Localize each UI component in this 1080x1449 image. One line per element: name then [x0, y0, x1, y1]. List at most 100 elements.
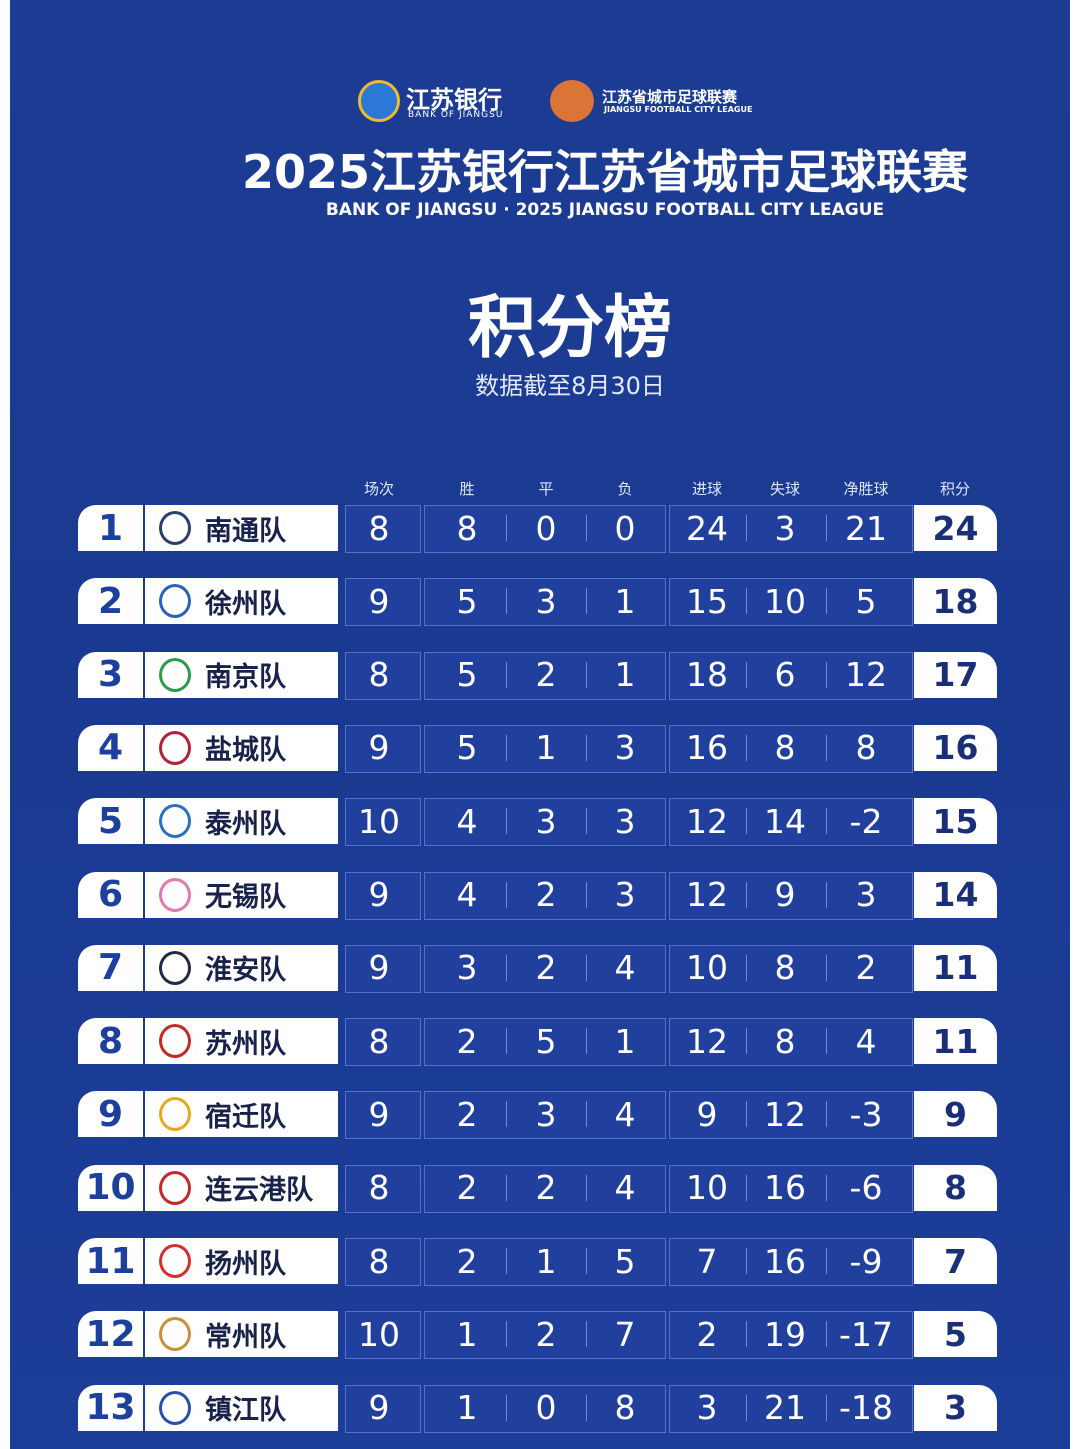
rank: 7 [78, 944, 143, 991]
stat: -18 [839, 1388, 893, 1428]
stat: 5 [456, 581, 478, 621]
rank: 12 [78, 1311, 143, 1358]
divider [506, 1248, 507, 1274]
divider [826, 881, 827, 908]
stat: 10 [358, 1314, 400, 1354]
bank-logo: 江苏银行 [406, 85, 502, 114]
divider [506, 515, 507, 541]
rank: 9 [78, 1091, 143, 1138]
goals-box [669, 1018, 913, 1067]
divider [826, 661, 827, 688]
divider [506, 808, 507, 835]
stat: 8 [368, 1241, 390, 1281]
divider [506, 1321, 507, 1348]
team: 扬州队 [145, 1238, 338, 1284]
played-box [345, 578, 421, 627]
divider [826, 588, 827, 615]
stat: 9 [368, 948, 390, 988]
note: 数据截至8月30日 [475, 372, 665, 400]
stat: 12 [686, 875, 728, 914]
divider [586, 1321, 587, 1348]
stat: 7 [696, 1241, 718, 1281]
team: 南通队 [145, 505, 338, 551]
points: 9 [914, 1091, 997, 1138]
goals-box [669, 724, 913, 773]
points: 16 [914, 724, 997, 771]
stat: 9 [696, 1094, 718, 1134]
played-box [345, 651, 421, 700]
standings-table: 场次胜平负进球 失球 净胜球 积分 1 南通队 8 8 0 0 24 3 21 24 2 徐州队 9 5 3 1 15 1… [10, 0, 1070, 1449]
wdl-box [424, 944, 666, 993]
team-logo [159, 1170, 191, 1205]
stat: 3 [614, 875, 636, 914]
column-header: 失球 [769, 480, 800, 498]
stat: 14 [764, 801, 806, 841]
stat: 1 [614, 655, 636, 695]
points: 14 [914, 871, 997, 918]
points: 7 [914, 1238, 997, 1284]
divider [826, 1028, 827, 1055]
stat: 3 [535, 1094, 557, 1134]
league-logo: 江苏省城市足球联赛 [602, 88, 738, 106]
played-box [345, 944, 421, 993]
stat: 2 [456, 1021, 478, 1061]
divider [746, 881, 747, 908]
team-logo [159, 657, 191, 692]
stat: 10 [764, 581, 806, 621]
stat: 8 [855, 728, 877, 768]
stat: 8 [368, 508, 390, 548]
poster: 江苏银行 BANK OF JIANGSU 江苏省城市足球联赛 JIANGSU F… [10, 0, 1070, 1449]
column-header: 胜 [459, 480, 475, 498]
column-header: 进球 [691, 480, 722, 498]
column-header: 负 [617, 480, 633, 498]
divider [586, 1174, 587, 1201]
stat: 8 [368, 1168, 390, 1208]
points: 15 [914, 798, 997, 845]
stat: 8 [614, 1388, 636, 1428]
played-box [345, 1311, 421, 1360]
stat: 16 [764, 1168, 806, 1208]
rank: 11 [78, 1238, 143, 1284]
stat: 5 [456, 728, 478, 768]
stat: 21 [764, 1388, 806, 1428]
wdl-box [424, 1238, 666, 1286]
divider [746, 1394, 747, 1421]
divider [826, 954, 827, 981]
divider [506, 734, 507, 761]
stat: 5 [614, 1241, 636, 1281]
stat: 0 [535, 508, 557, 548]
title: 2025江苏银行江苏省城市足球联赛 [241, 145, 969, 199]
goals-box [669, 944, 913, 993]
divider [586, 1394, 587, 1421]
team: 南京队 [145, 651, 338, 698]
stat: 3 [774, 508, 796, 548]
stat: 18 [686, 655, 728, 695]
stat: 2 [456, 1094, 478, 1134]
stat: 3 [614, 801, 636, 841]
played-box [345, 798, 421, 847]
rank: 3 [78, 651, 143, 698]
divider [586, 734, 587, 761]
rank: 13 [78, 1384, 143, 1431]
stat: 2 [535, 1168, 557, 1208]
bank-logo-en: BANK OF JIANGSU [408, 110, 504, 120]
team-logo [159, 1390, 191, 1425]
points: 3 [914, 1384, 997, 1431]
wdl-box [424, 724, 666, 773]
stat: 1 [456, 1314, 478, 1354]
divider [506, 881, 507, 908]
divider [586, 588, 587, 615]
stat: 21 [845, 508, 887, 548]
stat: 1 [614, 1021, 636, 1061]
stat: 4 [614, 1168, 636, 1208]
wdl-box [424, 798, 666, 847]
team-logo [159, 1244, 191, 1278]
stat: 9 [774, 875, 796, 914]
goals-box [669, 1384, 913, 1433]
stat: 1 [614, 581, 636, 621]
team-logo [159, 877, 191, 912]
stat: 12 [686, 801, 728, 841]
team: 镇江队 [145, 1384, 338, 1431]
wdl-box [424, 651, 666, 700]
played-box [345, 871, 421, 920]
